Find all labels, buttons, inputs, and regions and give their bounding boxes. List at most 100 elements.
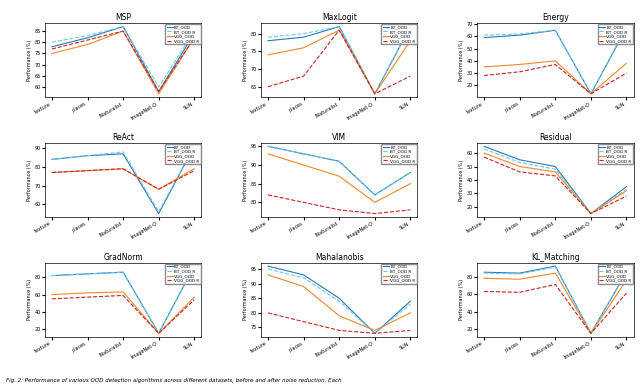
VGG_OOD R — [480, 73, 488, 78]
VGG_OOD R — [587, 211, 595, 216]
BT_OOD — [264, 144, 272, 149]
BT_OOD — [335, 159, 343, 164]
VGG_OOD R — [84, 295, 92, 300]
VGG_OOD R — [516, 170, 524, 174]
VGG_OOD — [552, 170, 559, 174]
BT_OOD R — [406, 302, 414, 307]
VGG_OOD — [480, 151, 488, 156]
VGG_OOD R — [480, 289, 488, 294]
Legend: BT_OOD, BT_OOD R, VGG_OOD, VGG_OOD R: BT_OOD, BT_OOD R, VGG_OOD, VGG_OOD R — [165, 24, 200, 45]
VGG_OOD R — [406, 328, 414, 333]
BT_OOD — [480, 270, 488, 274]
Line: BT_OOD R: BT_OOD R — [268, 27, 410, 94]
VGG_OOD — [191, 295, 198, 300]
Legend: BT_OOD, BT_OOD R, VGG_OOD, VGG_OOD R: BT_OOD, BT_OOD R, VGG_OOD, VGG_OOD R — [165, 264, 200, 284]
BT_OOD — [300, 151, 307, 156]
VGG_OOD R — [155, 187, 163, 192]
VGG_OOD — [300, 163, 307, 167]
Line: BT_OOD R: BT_OOD R — [484, 149, 627, 214]
VGG_OOD — [371, 200, 379, 205]
VGG_OOD — [264, 53, 272, 57]
VGG_OOD R — [119, 293, 127, 298]
VGG_OOD R — [552, 174, 559, 178]
BT_OOD R — [300, 276, 307, 280]
BT_OOD R — [623, 24, 630, 29]
Line: VGG_OOD: VGG_OOD — [52, 292, 195, 333]
VGG_OOD — [84, 42, 92, 47]
VGG_OOD R — [300, 319, 307, 324]
BT_OOD R — [48, 40, 56, 45]
VGG_OOD R — [552, 62, 559, 67]
BT_OOD R — [84, 33, 92, 38]
BT_OOD R — [335, 159, 343, 164]
BT_OOD — [84, 153, 92, 158]
BT_OOD R — [371, 91, 379, 96]
VGG_OOD R — [48, 47, 56, 51]
BT_OOD — [84, 36, 92, 40]
Line: BT_OOD: BT_OOD — [52, 27, 195, 92]
BT_OOD — [48, 273, 56, 278]
VGG_OOD — [48, 292, 56, 297]
Line: BT_OOD R: BT_OOD R — [484, 267, 627, 333]
VGG_OOD R — [119, 166, 127, 171]
BT_OOD R — [516, 160, 524, 165]
BT_OOD — [335, 296, 343, 301]
Line: VGG_OOD: VGG_OOD — [268, 154, 410, 202]
Legend: BT_OOD, BT_OOD R, VGG_OOD, VGG_OOD R: BT_OOD, BT_OOD R, VGG_OOD, VGG_OOD R — [598, 144, 633, 164]
BT_OOD R — [516, 32, 524, 36]
BT_OOD R — [335, 299, 343, 303]
BT_OOD — [191, 144, 198, 149]
VGG_OOD R — [371, 211, 379, 216]
Line: VGG_OOD R: VGG_OOD R — [268, 313, 410, 333]
Title: Residual: Residual — [539, 133, 572, 142]
BT_OOD — [406, 299, 414, 303]
Y-axis label: Performance (%): Performance (%) — [27, 39, 31, 81]
Line: VGG_OOD: VGG_OOD — [484, 153, 627, 214]
VGG_OOD — [406, 38, 414, 43]
Title: VIM: VIM — [332, 133, 346, 142]
BT_OOD R — [480, 271, 488, 276]
VGG_OOD R — [516, 70, 524, 74]
Line: VGG_OOD R: VGG_OOD R — [484, 157, 627, 214]
Legend: BT_OOD, BT_OOD R, VGG_OOD, VGG_OOD R: BT_OOD, BT_OOD R, VGG_OOD, VGG_OOD R — [381, 144, 417, 164]
VGG_OOD — [119, 289, 127, 294]
BT_OOD R — [371, 331, 379, 336]
BT_OOD — [300, 272, 307, 277]
BT_OOD — [119, 151, 127, 156]
Line: BT_OOD R: BT_OOD R — [268, 269, 410, 333]
Title: MSP: MSP — [115, 14, 131, 22]
VGG_OOD — [587, 331, 595, 336]
BT_OOD R — [480, 147, 488, 151]
Line: BT_OOD R: BT_OOD R — [52, 146, 195, 212]
Line: BT_OOD R: BT_OOD R — [52, 27, 195, 87]
VGG_OOD R — [406, 74, 414, 79]
Line: VGG_OOD R: VGG_OOD R — [484, 65, 627, 94]
Line: BT_OOD R: BT_OOD R — [484, 27, 627, 94]
Line: VGG_OOD: VGG_OOD — [268, 275, 410, 330]
BT_OOD R — [191, 29, 198, 33]
BT_OOD — [406, 170, 414, 175]
BT_OOD — [623, 270, 630, 274]
VGG_OOD — [119, 166, 127, 171]
Legend: BT_OOD, BT_OOD R, VGG_OOD, VGG_OOD R: BT_OOD, BT_OOD R, VGG_OOD, VGG_OOD R — [598, 24, 633, 45]
Title: Mahalanobis: Mahalanobis — [315, 253, 364, 262]
BT_OOD — [480, 144, 488, 149]
Y-axis label: Performance (%): Performance (%) — [27, 279, 31, 320]
Line: BT_OOD R: BT_OOD R — [52, 266, 195, 333]
VGG_OOD R — [48, 170, 56, 175]
VGG_OOD R — [335, 28, 343, 33]
VGG_OOD R — [48, 296, 56, 301]
VGG_OOD — [119, 29, 127, 33]
BT_OOD — [623, 184, 630, 189]
BT_OOD R — [191, 144, 198, 149]
Legend: BT_OOD, BT_OOD R, VGG_OOD, VGG_OOD R: BT_OOD, BT_OOD R, VGG_OOD, VGG_OOD R — [598, 264, 633, 284]
Y-axis label: Performance (%): Performance (%) — [459, 279, 464, 320]
VGG_OOD R — [191, 36, 198, 40]
BT_OOD — [300, 35, 307, 39]
Line: VGG_OOD: VGG_OOD — [52, 31, 195, 94]
Legend: BT_OOD, BT_OOD R, VGG_OOD, VGG_OOD R: BT_OOD, BT_OOD R, VGG_OOD, VGG_OOD R — [381, 264, 417, 284]
Title: MaxLogit: MaxLogit — [322, 14, 356, 22]
VGG_OOD R — [552, 282, 559, 287]
BT_OOD R — [48, 157, 56, 162]
VGG_OOD — [623, 188, 630, 193]
